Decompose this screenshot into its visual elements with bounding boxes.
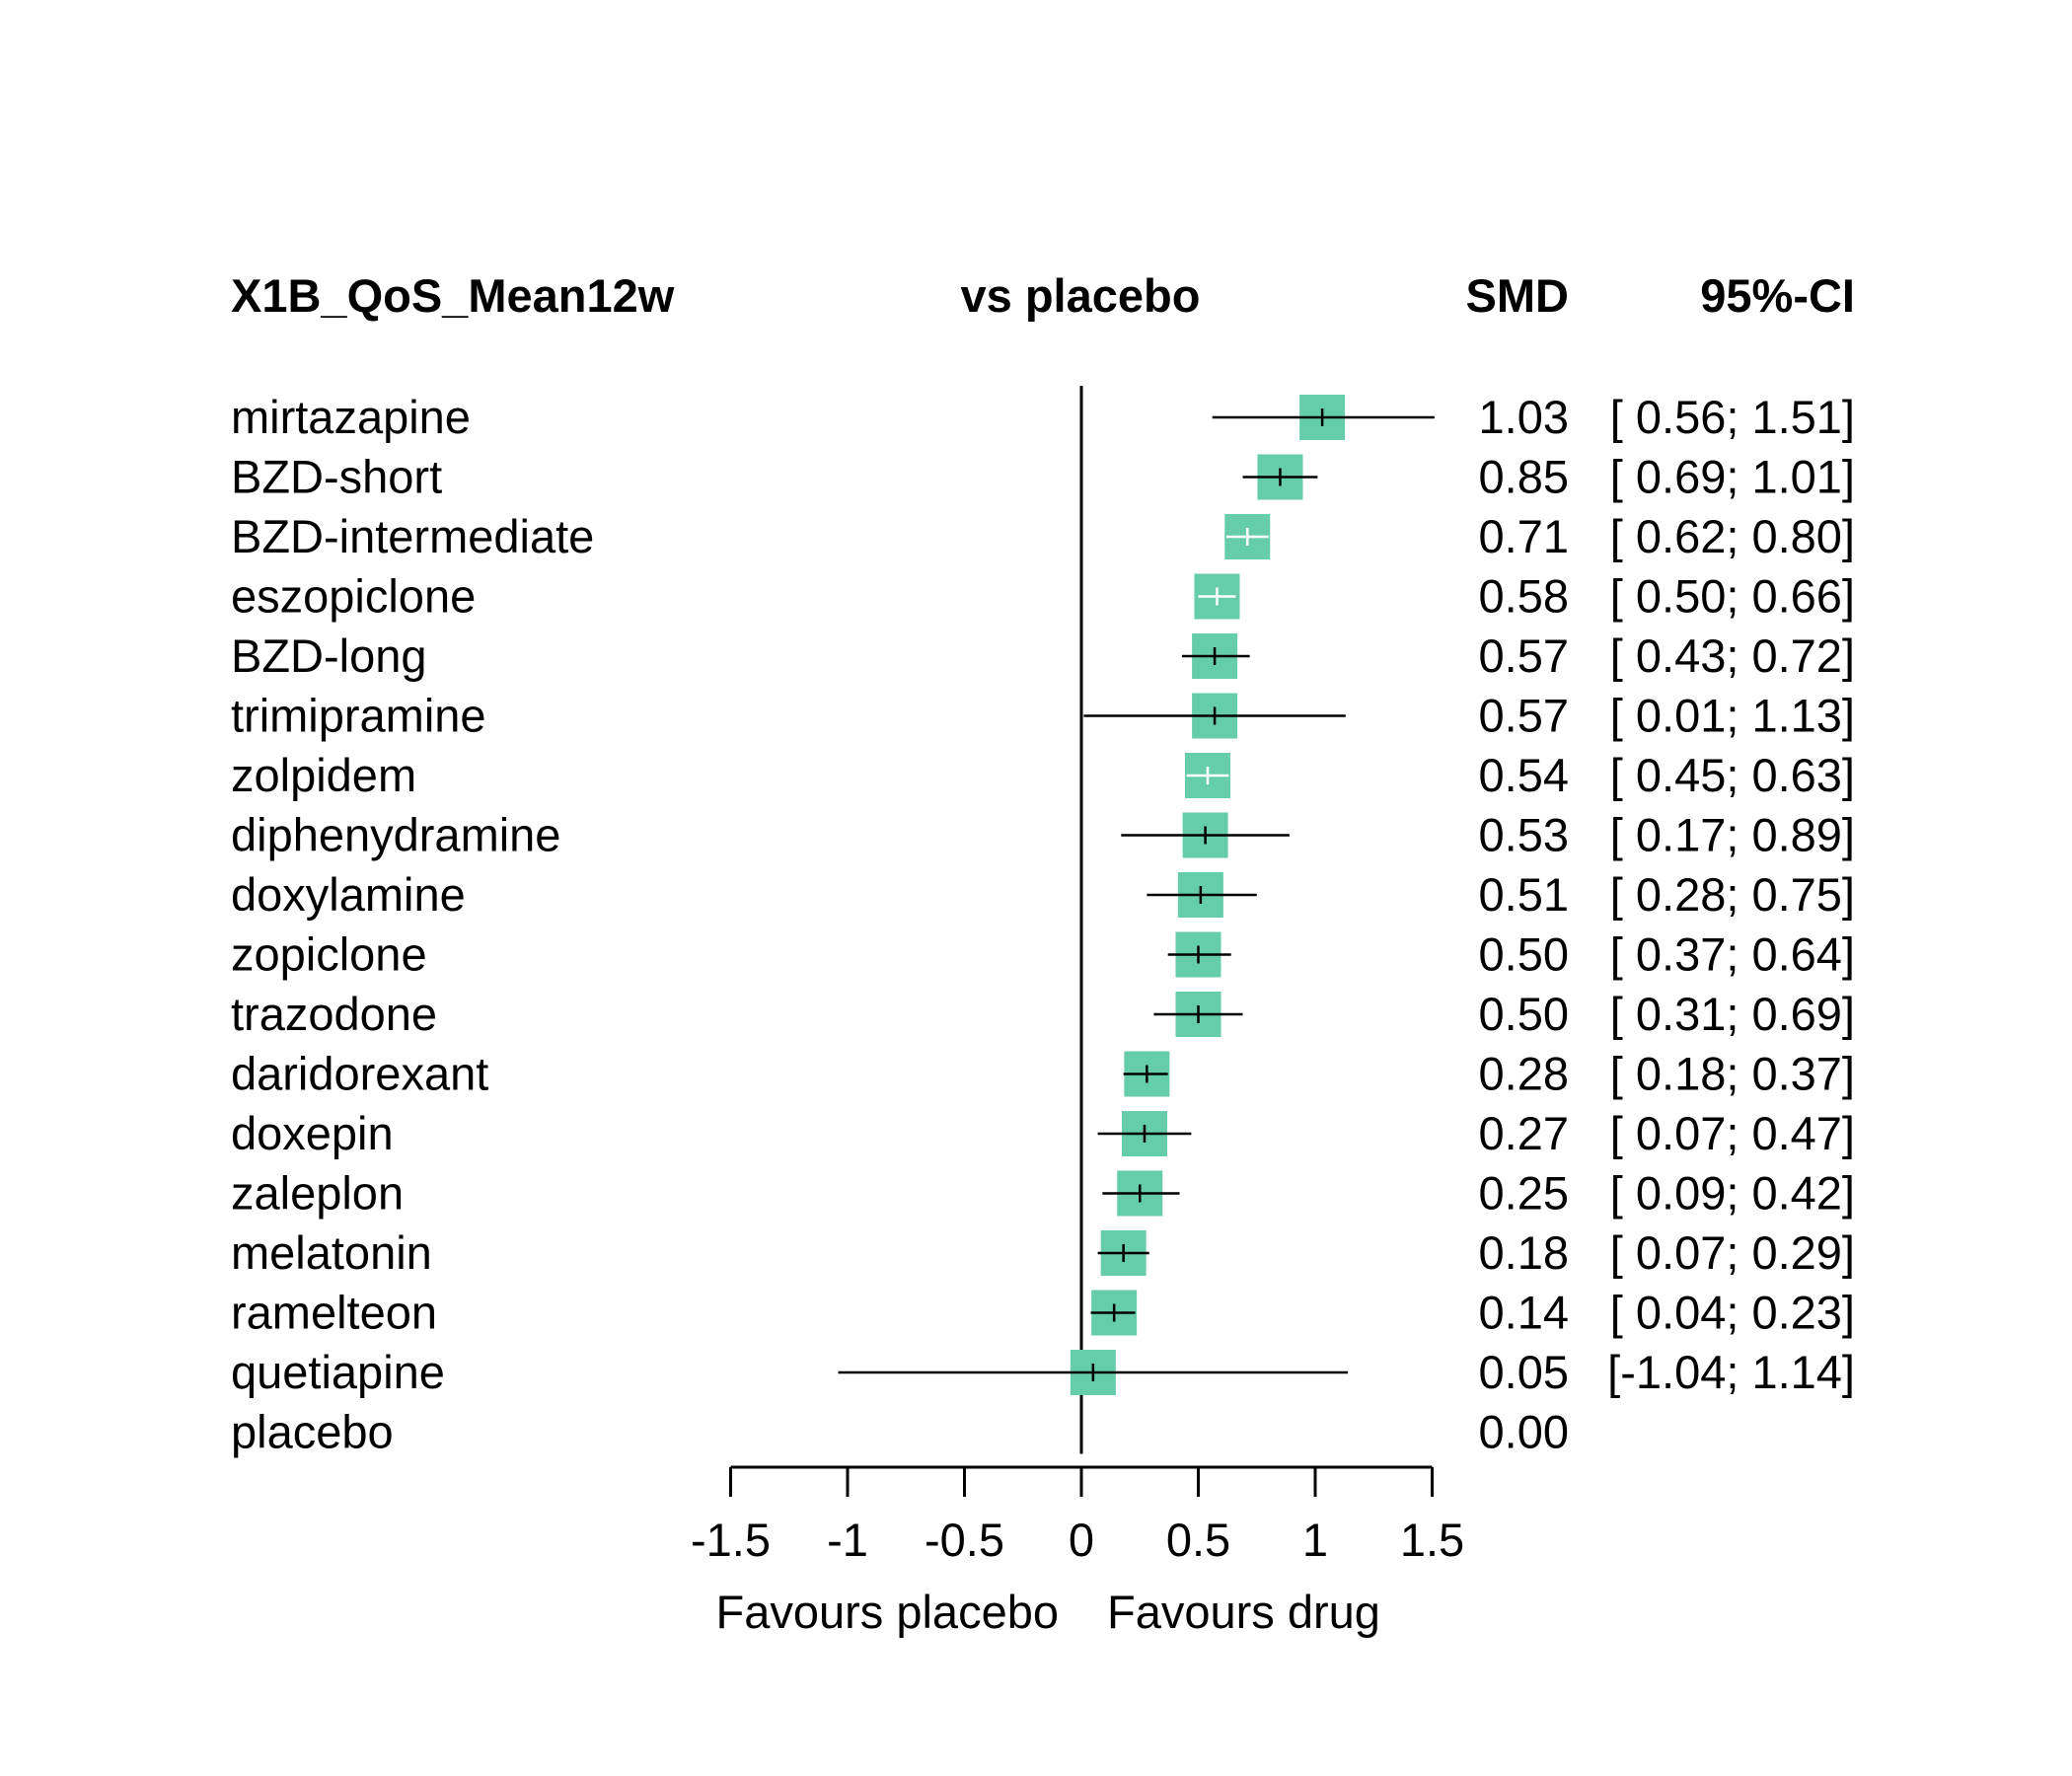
- x-axis: -1.5 -1 -0.5 0 0.5 1 1.5: [691, 1465, 1464, 1566]
- forest-row: zolpidem 0.54 [ 0.45; 0.63]: [231, 749, 1855, 801]
- x-tick-label: 1: [1302, 1514, 1328, 1566]
- row-smd-value: 0.27: [1479, 1107, 1569, 1159]
- row-label: zaleplon: [231, 1167, 404, 1220]
- forest-row: doxepin 0.27 [ 0.07; 0.47]: [231, 1107, 1855, 1159]
- row-ci-value: [ 0.56; 1.51]: [1610, 391, 1855, 443]
- row-label: trazodone: [231, 988, 437, 1040]
- header-effect: SMD: [1466, 269, 1569, 322]
- row-smd-value: 0.50: [1479, 928, 1569, 981]
- row-ci-value: [ 0.62; 0.80]: [1610, 510, 1855, 562]
- row-smd-value: 0.71: [1479, 510, 1569, 562]
- row-label: placebo: [231, 1406, 394, 1458]
- row-ci-value: [ 0.17; 0.89]: [1610, 809, 1855, 861]
- row-ci-value: [ 0.45; 0.63]: [1610, 749, 1855, 801]
- forest-rows: mirtazapine 1.03 [ 0.56; 1.51] BZD-short 0.8…: [231, 386, 1855, 1458]
- row-label: mirtazapine: [231, 391, 471, 443]
- x-tick-label: -1: [827, 1514, 868, 1566]
- forest-row: placebo 0.00: [231, 1406, 1569, 1458]
- row-label: eszopiclone: [231, 570, 476, 623]
- row-label: zopiclone: [231, 928, 427, 981]
- row-label: doxepin: [231, 1107, 394, 1159]
- row-label: trimipramine: [231, 690, 486, 742]
- row-smd-value: 0.25: [1479, 1167, 1569, 1220]
- forest-row: zopiclone 0.50 [ 0.37; 0.64]: [231, 928, 1855, 981]
- favours-right-label: Favours drug: [1107, 1586, 1380, 1638]
- row-ci-value: [ 0.09; 0.42]: [1610, 1167, 1855, 1220]
- row-label: doxylamine: [231, 868, 466, 921]
- row-ci-value: [ 0.37; 0.64]: [1610, 928, 1855, 981]
- row-label: daridorexant: [231, 1048, 488, 1100]
- forest-row: daridorexant 0.28 [ 0.18; 0.37]: [231, 1048, 1855, 1100]
- row-smd-value: 0.05: [1479, 1346, 1569, 1398]
- x-tick-label: 0: [1069, 1514, 1094, 1566]
- row-ci-value: [-1.04; 1.14]: [1607, 1346, 1855, 1398]
- header-comparison: vs placebo: [961, 269, 1201, 322]
- x-tick-label: -0.5: [925, 1514, 1004, 1566]
- forest-row: BZD-intermediate 0.71 [ 0.62; 0.80]: [231, 510, 1855, 562]
- row-label: zolpidem: [231, 749, 416, 801]
- row-label: BZD-long: [231, 629, 427, 682]
- row-label: BZD-intermediate: [231, 510, 594, 562]
- row-label: melatonin: [231, 1226, 432, 1279]
- forest-row: BZD-short 0.85 [ 0.69; 1.01]: [231, 451, 1855, 503]
- row-ci-value: [ 0.43; 0.72]: [1610, 629, 1855, 682]
- header-ci: 95%-CI: [1700, 269, 1855, 322]
- row-smd-value: 0.00: [1479, 1406, 1569, 1458]
- forest-row: eszopiclone 0.58 [ 0.50; 0.66]: [231, 570, 1855, 623]
- row-label: quetiapine: [231, 1346, 445, 1398]
- forest-row: trazodone 0.50 [ 0.31; 0.69]: [231, 988, 1855, 1040]
- row-smd-value: 0.57: [1479, 629, 1569, 682]
- row-ci-value: [ 0.69; 1.01]: [1610, 451, 1855, 503]
- row-ci-value: [ 0.18; 0.37]: [1610, 1048, 1855, 1100]
- row-smd-value: 0.53: [1479, 809, 1569, 861]
- x-tick-label: -1.5: [691, 1514, 771, 1566]
- row-smd-value: 0.54: [1479, 749, 1569, 801]
- row-ci-value: [ 0.50; 0.66]: [1610, 570, 1855, 623]
- forest-row: melatonin 0.18 [ 0.07; 0.29]: [231, 1226, 1855, 1279]
- row-label: ramelteon: [231, 1287, 437, 1339]
- row-smd-value: 0.51: [1479, 868, 1569, 921]
- row-label: diphenydramine: [231, 809, 560, 861]
- forest-row: BZD-long 0.57 [ 0.43; 0.72]: [231, 629, 1855, 682]
- favours-left-label: Favours placebo: [716, 1586, 1059, 1638]
- row-ci-value: [ 0.04; 0.23]: [1610, 1287, 1855, 1339]
- x-tick-label: 0.5: [1166, 1514, 1230, 1566]
- row-smd-value: 0.28: [1479, 1048, 1569, 1100]
- header-outcome: X1B_QoS_Mean12w: [231, 269, 675, 322]
- forest-row: diphenydramine 0.53 [ 0.17; 0.89]: [231, 809, 1855, 861]
- row-ci-value: [ 0.31; 0.69]: [1610, 988, 1855, 1040]
- row-ci-value: [ 0.28; 0.75]: [1610, 868, 1855, 921]
- forest-row: zaleplon 0.25 [ 0.09; 0.42]: [231, 1167, 1855, 1220]
- row-smd-value: 0.18: [1479, 1226, 1569, 1279]
- x-tick-label: 1.5: [1400, 1514, 1464, 1566]
- forest-row: trimipramine 0.57 [ 0.01; 1.13]: [231, 690, 1855, 742]
- row-smd-value: 0.85: [1479, 451, 1569, 503]
- row-smd-value: 0.14: [1479, 1287, 1569, 1339]
- forest-row: doxylamine 0.51 [ 0.28; 0.75]: [231, 868, 1855, 921]
- row-ci-value: [ 0.01; 1.13]: [1610, 690, 1855, 742]
- row-smd-value: 0.57: [1479, 690, 1569, 742]
- row-ci-value: [ 0.07; 0.47]: [1610, 1107, 1855, 1159]
- forest-row: quetiapine 0.05 [-1.04; 1.14]: [231, 1346, 1855, 1398]
- forest-row: ramelteon 0.14 [ 0.04; 0.23]: [231, 1287, 1855, 1339]
- row-ci-value: [ 0.07; 0.29]: [1610, 1226, 1855, 1279]
- forest-row: mirtazapine 1.03 [ 0.56; 1.51]: [231, 391, 1855, 443]
- row-smd-value: 0.58: [1479, 570, 1569, 623]
- row-label: BZD-short: [231, 451, 442, 503]
- row-smd-value: 1.03: [1479, 391, 1569, 443]
- row-smd-value: 0.50: [1479, 988, 1569, 1040]
